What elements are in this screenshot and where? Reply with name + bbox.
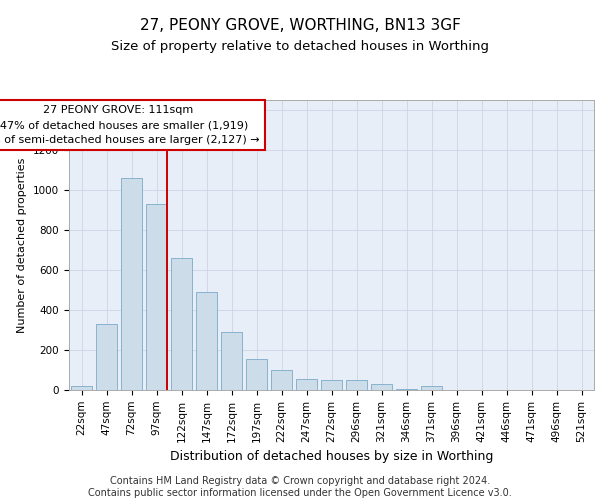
Text: Size of property relative to detached houses in Worthing: Size of property relative to detached ho…: [111, 40, 489, 53]
X-axis label: Distribution of detached houses by size in Worthing: Distribution of detached houses by size …: [170, 450, 493, 463]
Text: 27, PEONY GROVE, WORTHING, BN13 3GF: 27, PEONY GROVE, WORTHING, BN13 3GF: [140, 18, 460, 32]
Y-axis label: Number of detached properties: Number of detached properties: [17, 158, 28, 332]
Bar: [346, 380, 367, 390]
Bar: [296, 379, 317, 390]
Bar: [71, 386, 92, 390]
Bar: [371, 384, 392, 390]
Text: Contains HM Land Registry data © Crown copyright and database right 2024.
Contai: Contains HM Land Registry data © Crown c…: [88, 476, 512, 498]
Bar: [396, 389, 417, 390]
Bar: [146, 204, 167, 390]
Bar: [171, 258, 192, 390]
Bar: [121, 178, 142, 390]
Bar: [246, 359, 267, 390]
Text: 27 PEONY GROVE: 111sqm
← 47% of detached houses are smaller (1,919)
52% of semi-: 27 PEONY GROVE: 111sqm ← 47% of detached…: [0, 105, 260, 145]
Bar: [421, 386, 442, 390]
Bar: [196, 292, 217, 390]
Bar: [221, 332, 242, 390]
Bar: [96, 324, 117, 390]
Bar: [321, 380, 342, 390]
Bar: [271, 370, 292, 390]
